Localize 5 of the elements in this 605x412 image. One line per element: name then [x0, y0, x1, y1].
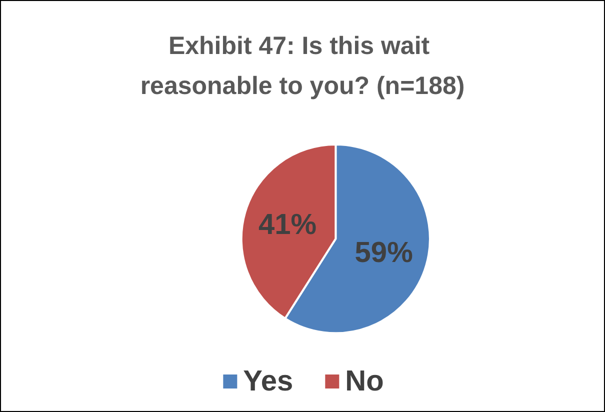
data-label: 41% — [258, 208, 317, 241]
legend-label: Yes — [243, 366, 294, 398]
legend-label: No — [345, 366, 384, 398]
chart-title: Exhibit 47: Is this wait reasonable to you? (n=188) — [140, 32, 465, 100]
data-label: 59% — [354, 236, 414, 269]
